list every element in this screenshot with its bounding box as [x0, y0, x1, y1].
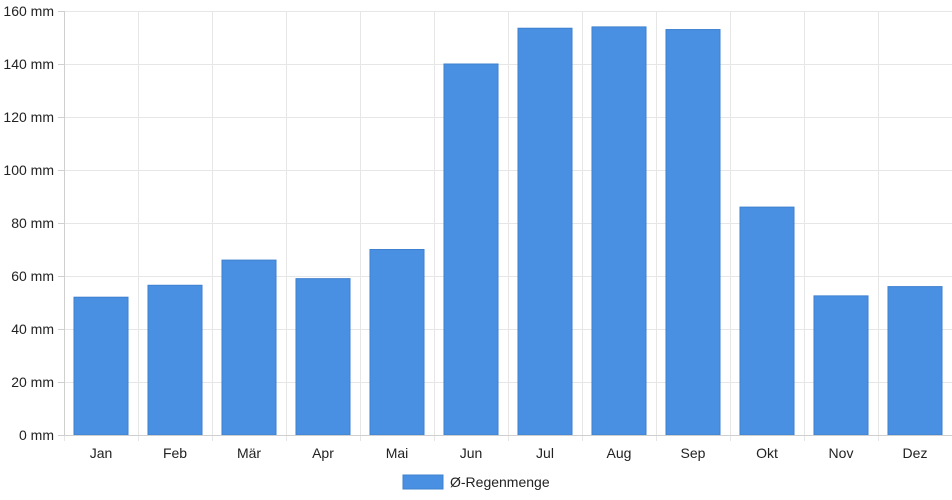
y-tick-label: 80 mm	[11, 215, 54, 231]
y-tick-label: 100 mm	[3, 162, 54, 178]
bar-mai[interactable]	[369, 249, 425, 436]
x-tick-label: Jan	[90, 445, 113, 461]
x-tick-label: Jul	[536, 445, 554, 461]
bar-jan[interactable]	[73, 296, 129, 436]
bar-aug[interactable]	[591, 26, 647, 436]
legend-label[interactable]: Ø-Regenmenge	[450, 474, 550, 490]
legend[interactable]: Ø-Regenmenge	[402, 474, 550, 490]
x-tick-label: Mai	[386, 445, 409, 461]
y-axis-tick-labels: 0 mm 20 mm 40 mm 60 mm 80 mm 100 mm 120 mm 140 …	[3, 3, 54, 443]
y-tick-label: 40 mm	[11, 321, 54, 337]
y-tick-label: 0 mm	[19, 427, 54, 443]
x-tick-label: Apr	[312, 445, 334, 461]
bar-jul[interactable]	[517, 27, 573, 436]
x-tick-label: Nov	[829, 445, 854, 461]
bar-okt[interactable]	[739, 206, 795, 436]
x-axis-tick-labels: Jan Feb Mär Apr Mai Jun Jul Aug Sep Okt Nov Dez	[90, 445, 928, 461]
bar-nov[interactable]	[813, 295, 869, 436]
grid-lines	[64, 11, 952, 441]
x-tick-label: Dez	[903, 445, 928, 461]
y-tick-label: 120 mm	[3, 109, 54, 125]
bar-sep[interactable]	[665, 29, 721, 436]
x-tick-label: Feb	[163, 445, 187, 461]
y-tick-label: 60 mm	[11, 268, 54, 284]
bars	[73, 26, 943, 436]
y-tick-label: 20 mm	[11, 374, 54, 390]
axes	[58, 11, 952, 436]
x-tick-label: Jun	[460, 445, 483, 461]
bar-feb[interactable]	[147, 284, 203, 436]
bar-dez[interactable]	[887, 286, 943, 436]
y-tick-label: 140 mm	[3, 56, 54, 72]
x-tick-label: Aug	[607, 445, 632, 461]
legend-swatch[interactable]	[402, 474, 444, 490]
bar-mär[interactable]	[221, 259, 277, 436]
bar-apr[interactable]	[295, 278, 351, 436]
bar-jun[interactable]	[443, 63, 499, 436]
x-tick-label: Sep	[681, 445, 706, 461]
x-tick-label: Mär	[237, 445, 261, 461]
y-tick-label: 160 mm	[3, 3, 54, 19]
x-tick-label: Okt	[756, 445, 778, 461]
